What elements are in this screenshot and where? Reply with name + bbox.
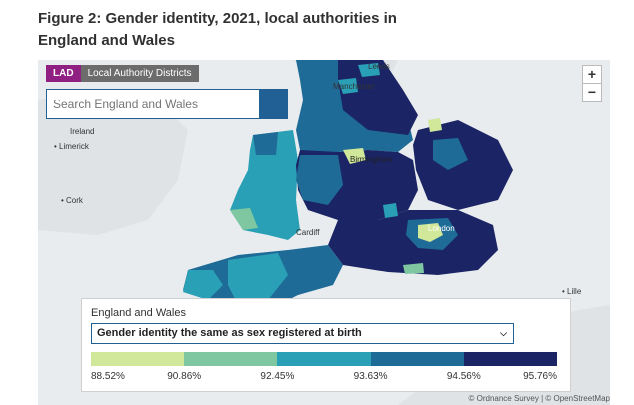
legend-title: England and Wales bbox=[91, 307, 186, 319]
zoom-in-button[interactable]: + bbox=[587, 66, 597, 82]
place-cardiff: Cardiff bbox=[296, 228, 320, 237]
place-limerick: • Limerick bbox=[54, 142, 89, 151]
place-birmingham: Birmingham bbox=[350, 155, 393, 164]
legend-break-4: 93.63% bbox=[353, 371, 388, 382]
region-london-core bbox=[418, 223, 443, 242]
chevron-down-icon: ⌵ bbox=[500, 328, 507, 338]
search-icon bbox=[47, 90, 61, 104]
legend-break-5: 94.56% bbox=[446, 371, 481, 382]
legend-swatch-4 bbox=[370, 352, 464, 366]
region-devon bbox=[228, 253, 288, 305]
legend-break-6: 95.76% bbox=[523, 371, 557, 382]
place-manchester: Manchester bbox=[333, 82, 375, 91]
search-box bbox=[46, 89, 288, 119]
region-brighton bbox=[403, 263, 424, 274]
region-yorkshire bbox=[338, 60, 418, 135]
search-input[interactable] bbox=[47, 90, 259, 118]
geography-tabs: LAD Local Authority Districts bbox=[46, 65, 199, 82]
legend-breaks: 88.52% 90.86% 92.45% 93.63% 94.56% 95.76… bbox=[91, 371, 557, 385]
region-leeds-area bbox=[358, 63, 380, 77]
tab-local-authority-districts[interactable]: Local Authority Districts bbox=[80, 65, 199, 82]
region-wales-west bbox=[230, 208, 258, 230]
region-west-midlands bbox=[296, 155, 343, 205]
region-oxford bbox=[383, 203, 398, 218]
region-cambridge bbox=[428, 118, 442, 132]
legend-break-2: 90.86% bbox=[167, 371, 202, 382]
place-ireland: Ireland bbox=[70, 127, 95, 136]
legend-break-3: 92.45% bbox=[260, 371, 295, 382]
legend-swatch-5 bbox=[463, 352, 558, 366]
legend-swatch-1 bbox=[91, 352, 185, 366]
place-leeds: Leeds bbox=[368, 62, 390, 71]
tab-lad[interactable]: LAD bbox=[46, 65, 81, 82]
legend-swatch-2 bbox=[184, 352, 278, 366]
region-wales-north bbox=[253, 132, 278, 155]
variable-select-value: Gender identity the same as sex register… bbox=[97, 327, 362, 339]
zoom-controls: + − bbox=[582, 65, 602, 102]
region-cornwall bbox=[183, 270, 223, 300]
ireland-landmass bbox=[38, 90, 188, 235]
zoom-out-button[interactable]: − bbox=[583, 83, 601, 101]
map-attribution: © Ordnance Survey | © OpenStreetMap bbox=[468, 394, 611, 403]
place-cork: • Cork bbox=[61, 196, 83, 205]
region-east-anglia bbox=[413, 120, 513, 210]
variable-select[interactable]: Gender identity the same as sex register… bbox=[91, 323, 514, 344]
region-east-coast bbox=[433, 138, 468, 170]
search-button[interactable] bbox=[47, 90, 287, 118]
legend-panel: England and Wales Gender identity the sa… bbox=[81, 298, 571, 392]
figure-title: Figure 2: Gender identity, 2021, local a… bbox=[38, 10, 397, 49]
place-london: London bbox=[428, 224, 455, 233]
legend-break-1: 88.52% bbox=[91, 371, 125, 382]
region-manchester bbox=[338, 78, 358, 94]
legend-swatch-3 bbox=[277, 352, 371, 366]
legend-color-bar bbox=[91, 352, 558, 366]
place-lille: • Lille bbox=[562, 287, 582, 296]
region-birmingham bbox=[343, 148, 366, 164]
